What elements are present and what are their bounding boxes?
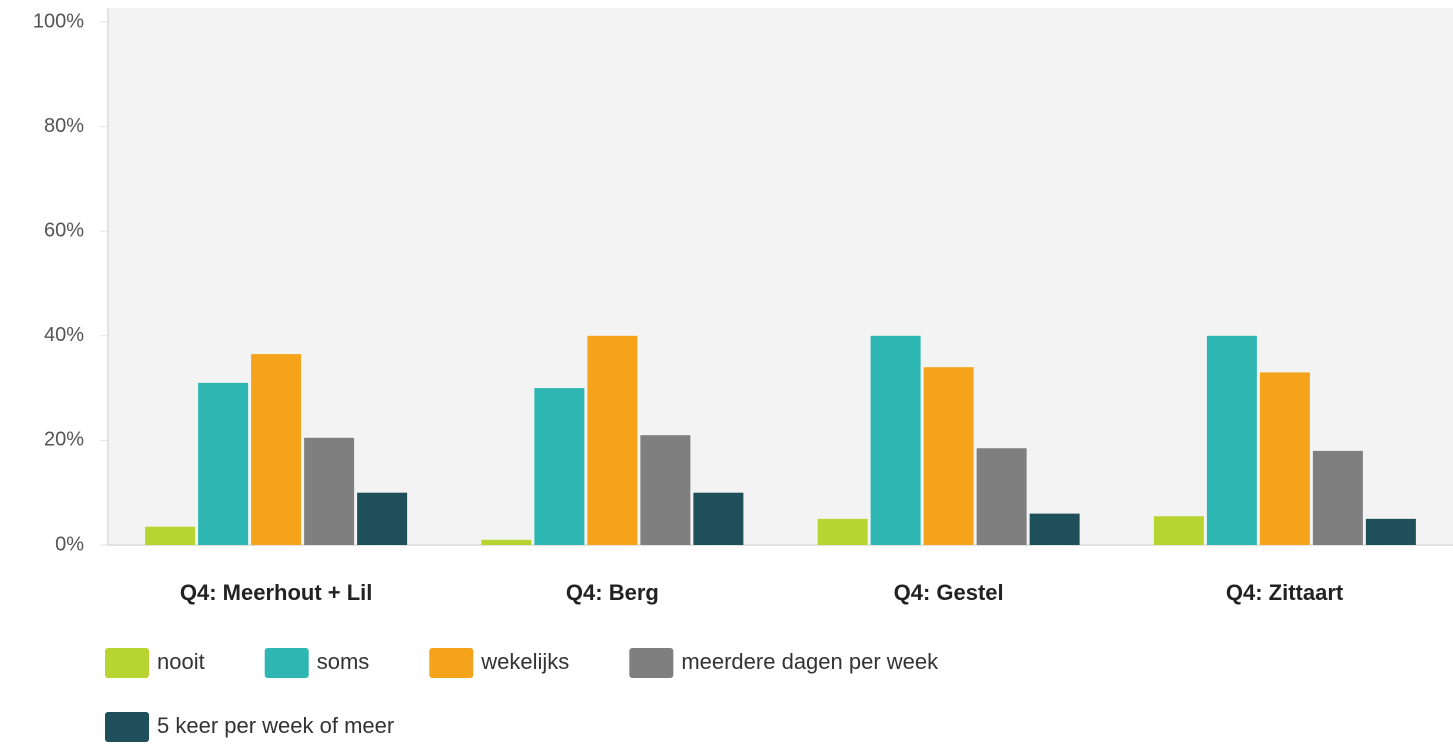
bar <box>481 539 532 545</box>
y-tick-label: 0% <box>55 533 84 555</box>
bar <box>817 518 868 545</box>
bar <box>976 448 1027 545</box>
bar <box>198 382 249 545</box>
legend-swatch <box>105 712 149 742</box>
legend-swatch <box>629 648 674 678</box>
bar <box>304 437 355 545</box>
y-tick-label: 100% <box>33 10 84 32</box>
bar <box>693 492 744 545</box>
legend-swatch <box>105 648 149 678</box>
legend-label: wekelijks <box>480 649 569 674</box>
bar <box>640 435 691 545</box>
legend-label: 5 keer per week of meer <box>157 713 394 738</box>
bar <box>870 335 921 545</box>
x-tick-label: Q4: Zittaart <box>1226 580 1344 605</box>
bar <box>1259 372 1310 545</box>
x-tick-label: Q4: Meerhout + Lil <box>180 580 373 605</box>
y-tick-label: 60% <box>44 219 84 241</box>
bar <box>251 354 302 545</box>
bar <box>357 492 408 545</box>
bar <box>587 335 638 545</box>
bar <box>534 388 585 545</box>
bar <box>923 367 974 545</box>
legend-label: soms <box>317 649 370 674</box>
y-tick-label: 80% <box>44 115 84 137</box>
x-tick-label: Q4: Berg <box>566 580 659 605</box>
y-tick-label: 40% <box>44 324 84 346</box>
bar <box>1153 516 1204 545</box>
bar <box>1206 335 1257 545</box>
bar <box>1312 450 1363 545</box>
legend-label: meerdere dagen per week <box>681 649 939 674</box>
legend-label: nooit <box>157 649 205 674</box>
x-tick-label: Q4: Gestel <box>894 580 1004 605</box>
legend-swatch <box>429 648 474 678</box>
bar <box>1029 513 1080 545</box>
bar <box>145 526 196 545</box>
legend-swatch <box>264 648 309 678</box>
y-tick-label: 20% <box>44 429 84 451</box>
bar <box>1365 518 1416 545</box>
